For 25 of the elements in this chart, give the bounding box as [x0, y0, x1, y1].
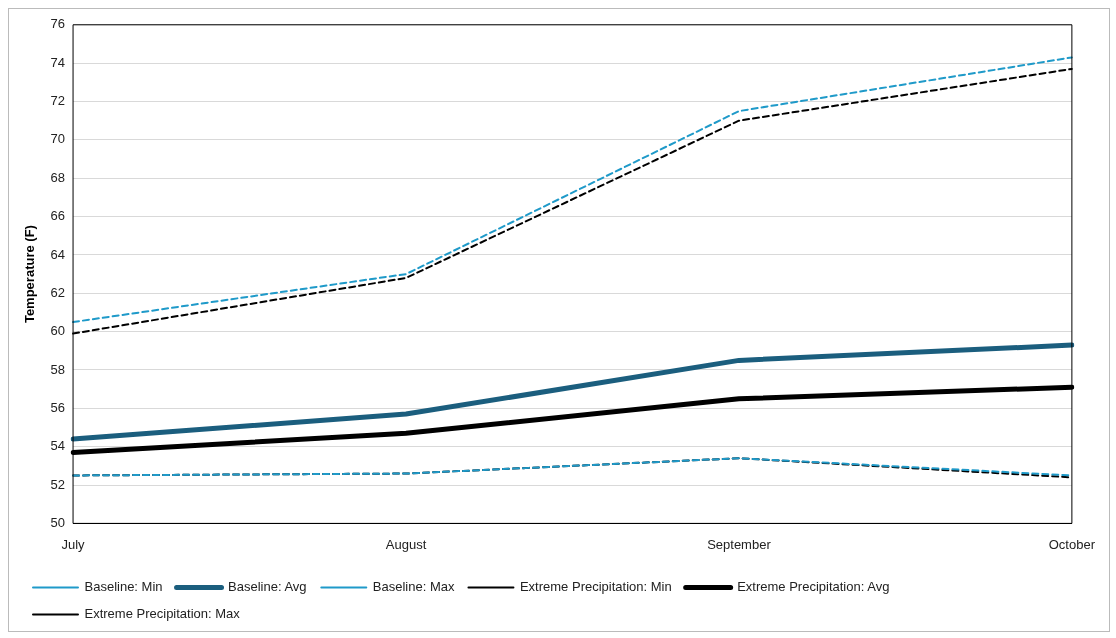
y-tick-label: 68 [50, 169, 66, 185]
y-tick-label: 74 [50, 54, 66, 70]
y-tick-label: 70 [50, 131, 66, 147]
legend-label: Extreme Precipitation: Avg [737, 579, 890, 595]
legend-label: Baseline: Min [84, 579, 163, 595]
y-tick-label: 72 [50, 93, 66, 109]
y-tick-label: 60 [50, 323, 66, 339]
legend-label: Extreme Precipitation: Max [84, 606, 241, 622]
y-tick-label: 58 [50, 361, 66, 377]
x-tick-label: August [385, 536, 427, 552]
legend-label: Baseline: Avg [228, 579, 307, 595]
x-tick-label: July [61, 536, 86, 552]
y-tick-label: 50 [50, 514, 66, 530]
x-tick-label: October [1048, 536, 1096, 552]
y-tick-label: 66 [50, 208, 66, 224]
y-tick-label: 62 [50, 284, 66, 300]
legend-label: Baseline: Max [372, 579, 455, 595]
y-tick-label: 54 [50, 438, 66, 454]
x-tick-label: September [707, 536, 772, 552]
y-tick-label: 52 [50, 476, 66, 492]
y-tick-label: 64 [50, 246, 66, 262]
y-tick-label: 76 [50, 16, 66, 32]
y-tick-label: 56 [50, 399, 66, 415]
legend-label: Extreme Precipitation: Min [519, 579, 672, 595]
y-axis-title: Temperature (F) [22, 225, 38, 324]
